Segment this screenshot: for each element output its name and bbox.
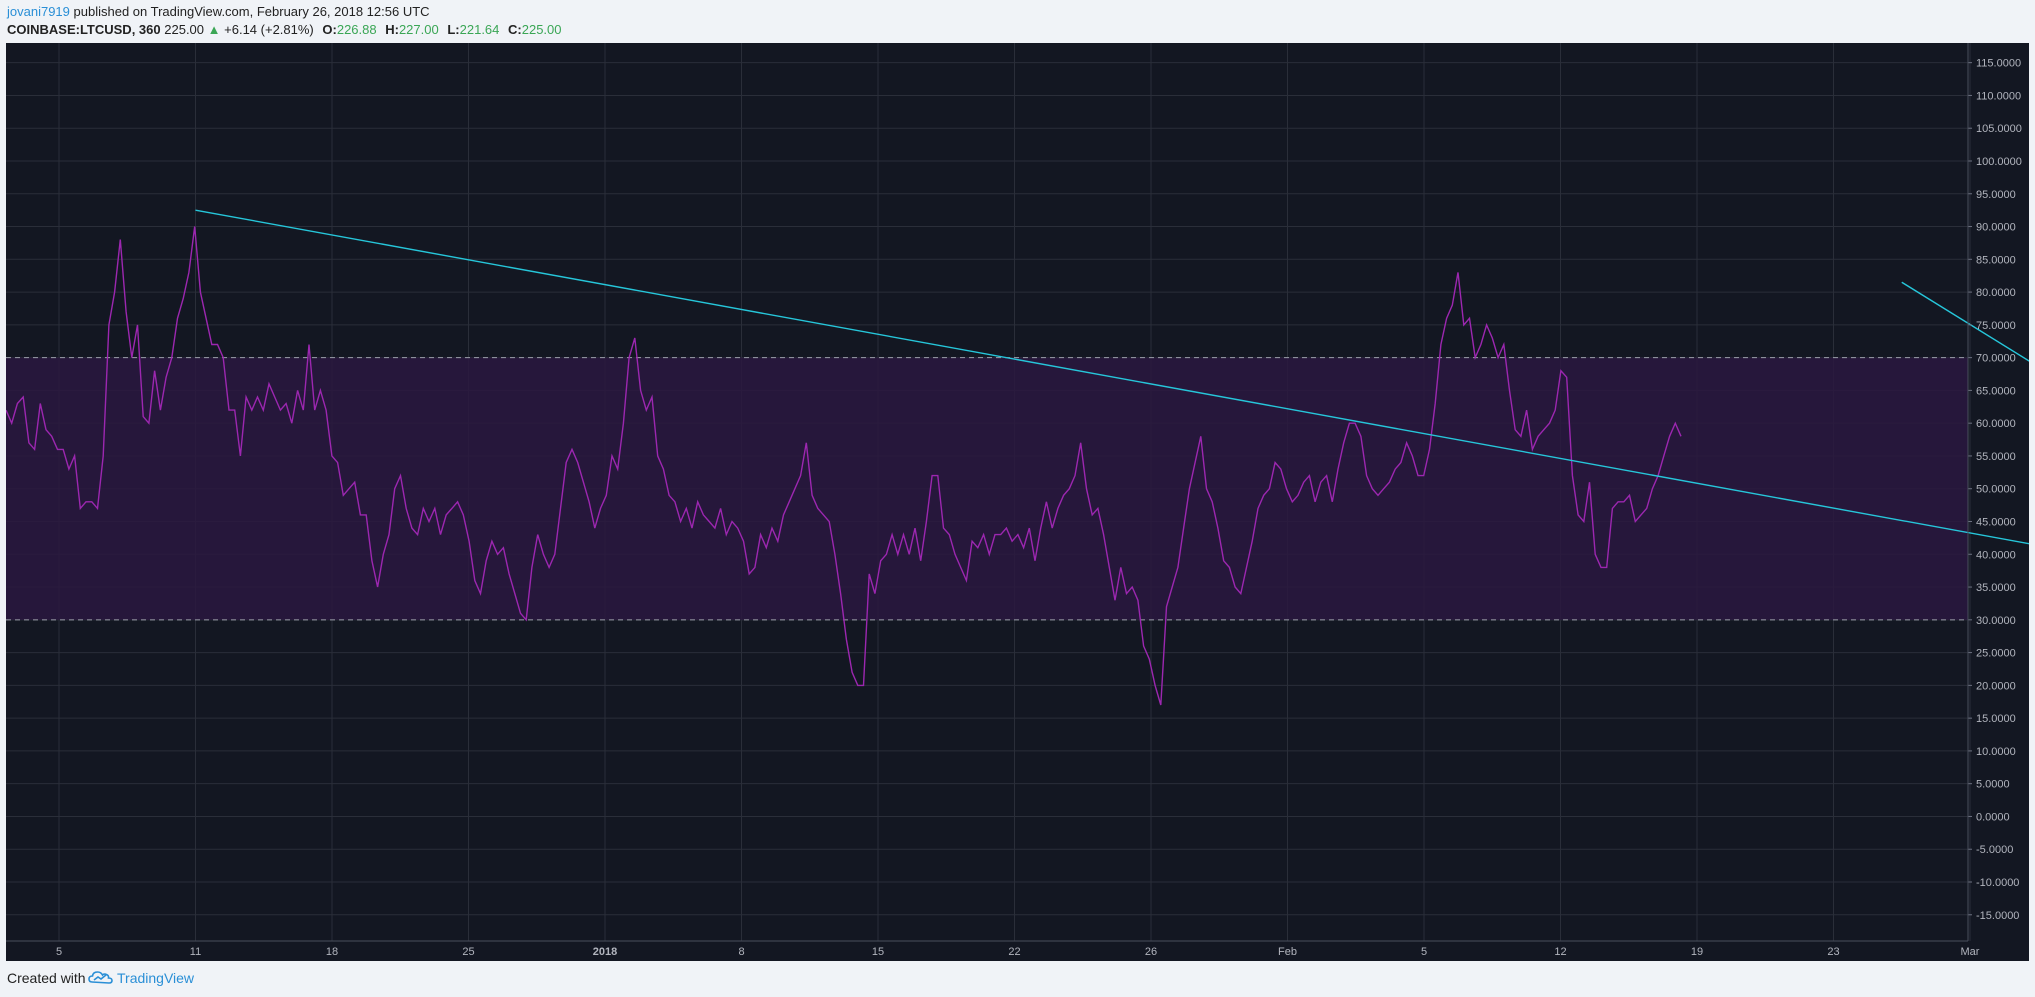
y-tick-label: 40.0000	[1976, 549, 2016, 561]
y-tick-label: 5.0000	[1976, 779, 2010, 791]
x-tick-label: Mar	[1961, 946, 1980, 958]
y-tick-label: 50.0000	[1976, 484, 2016, 496]
y-tick-label: 75.0000	[1976, 320, 2016, 332]
high-label: H:	[385, 22, 399, 37]
y-tick-label: 115.0000	[1976, 58, 2021, 70]
short-trendline[interactable]	[1901, 281, 2029, 620]
y-tick-label: 10.0000	[1976, 746, 2016, 758]
y-tick-label: 65.0000	[1976, 385, 2016, 397]
y-tick-label: -10.0000	[1976, 877, 2019, 889]
close-label: C:	[508, 22, 522, 37]
open-label: O:	[322, 22, 337, 37]
y-tick-label: -5.0000	[1976, 844, 2013, 856]
long-trendline[interactable]	[195, 209, 2030, 620]
x-tick-label: Feb	[1278, 946, 1297, 958]
trendline-layer[interactable]	[195, 209, 2030, 620]
low-label: L:	[447, 22, 460, 37]
high-value: 227.00	[398, 22, 439, 37]
y-tick-label: 95.0000	[1976, 189, 2016, 201]
x-tick-label: 19	[1691, 946, 1703, 958]
y-tick-label: 90.0000	[1976, 222, 2016, 234]
y-tick-label: 25.0000	[1976, 648, 2016, 660]
x-tick-label: 22	[1008, 946, 1020, 958]
footer: Created with TradingView	[0, 961, 2035, 997]
y-tick-label: 100.0000	[1976, 156, 2022, 168]
y-tick-label: 85.0000	[1976, 254, 2016, 266]
band-layer	[6, 357, 1968, 621]
band-fill	[6, 357, 1968, 620]
y-tick-label: 80.0000	[1976, 287, 2016, 299]
published-text: published on TradingView.com, February 2…	[73, 4, 430, 19]
tradingview-cloud-icon	[88, 971, 113, 984]
y-tick-label: 70.0000	[1976, 353, 2016, 365]
change-arrow-icon: ▲	[207, 22, 221, 37]
x-tick-label: 25	[462, 946, 474, 958]
y-tick-label: 110.0000	[1976, 90, 2021, 102]
x-tick-label: 26	[1145, 946, 1157, 958]
x-tick-label: 15	[872, 946, 884, 958]
chart-svg[interactable]: 2018-03-08 12:00:00 115.0000110.0000105.…	[6, 43, 2029, 961]
y-tick-label: -15.0000	[1976, 910, 2019, 922]
x-tick-label: 18	[326, 946, 338, 958]
publish-line: jovani7919 published on TradingView.com,…	[7, 4, 430, 19]
oscillator-layer	[6, 226, 1682, 706]
chart-header: jovani7919 published on TradingView.com,…	[0, 0, 2035, 43]
symbol-label[interactable]: COINBASE:LTCUSD, 360	[7, 22, 161, 37]
oscillator-line	[6, 226, 1682, 706]
open-value: 226.88	[336, 22, 377, 37]
close-value: 225.00	[521, 22, 562, 37]
created-with-text: Created with	[7, 970, 86, 986]
y-tick-label: 60.0000	[1976, 418, 2016, 430]
price-change: +6.14 (+2.81%)	[224, 22, 314, 37]
y-tick-label: 15.0000	[1976, 713, 2016, 725]
x-tick-label: 11	[190, 946, 201, 958]
y-tick-label: 35.0000	[1976, 582, 2016, 594]
x-tick-label: 8	[738, 946, 744, 958]
time-axis[interactable]: 511182520188152226Feb5121923Mar512	[6, 940, 2029, 958]
x-tick-label: 12	[1554, 946, 1566, 958]
y-tick-label: 20.0000	[1976, 680, 2016, 692]
x-tick-label: 2018	[593, 946, 617, 958]
chart-area[interactable]: 2018-03-08 12:00:00 115.0000110.0000105.…	[6, 43, 2029, 961]
y-tick-label: 105.0000	[1976, 123, 2022, 135]
y-tick-label: 0.0000	[1976, 811, 2010, 823]
y-tick-label: 55.0000	[1976, 451, 2016, 463]
low-value: 221.64	[459, 22, 500, 37]
x-tick-label: 5	[56, 946, 62, 958]
last-price: 225.00	[164, 22, 205, 37]
tradingview-brand-link[interactable]: TradingView	[117, 970, 195, 986]
price-axis[interactable]: 115.0000 110.0000 105.0000 100.0000 95.0000 9…	[1967, 43, 2022, 941]
x-tick-label: 5	[1421, 946, 1427, 958]
author-link[interactable]: jovani7919	[7, 4, 70, 19]
y-tick-label: 30.0000	[1976, 615, 2016, 627]
ohlc-legend: COINBASE:LTCUSD, 360 225.00 ▲ +6.14 (+2.…	[7, 22, 562, 37]
x-tick-label: 23	[1827, 946, 1839, 958]
y-tick-label: 45.0000	[1976, 516, 2016, 528]
